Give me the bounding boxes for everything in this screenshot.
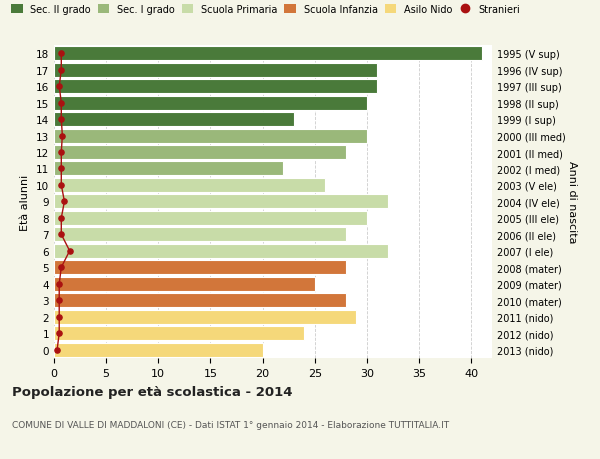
- Point: [58, 133, 67, 140]
- Point: [56, 116, 66, 123]
- Y-axis label: Anni di nascita: Anni di nascita: [567, 161, 577, 243]
- Point: [56, 50, 66, 58]
- Bar: [54, 162, 283, 176]
- Bar: [54, 63, 377, 78]
- Point: [56, 67, 66, 74]
- Y-axis label: Età alunni: Età alunni: [20, 174, 31, 230]
- Bar: [54, 294, 346, 308]
- Bar: [54, 244, 388, 258]
- Point: [55, 313, 64, 321]
- Point: [52, 346, 62, 353]
- Point: [56, 149, 66, 157]
- Point: [59, 198, 69, 206]
- Point: [55, 83, 64, 90]
- Point: [55, 297, 64, 304]
- Bar: [54, 113, 294, 127]
- Bar: [54, 129, 367, 143]
- Bar: [54, 80, 377, 94]
- Point: [56, 264, 66, 271]
- Point: [56, 100, 66, 107]
- Text: Popolazione per età scolastica - 2014: Popolazione per età scolastica - 2014: [12, 385, 293, 398]
- Bar: [54, 326, 304, 341]
- Bar: [54, 228, 346, 242]
- Bar: [54, 146, 346, 160]
- Bar: [54, 310, 356, 324]
- Bar: [54, 343, 263, 357]
- Bar: [54, 261, 346, 274]
- Bar: [54, 277, 315, 291]
- Point: [56, 231, 66, 239]
- Point: [56, 182, 66, 189]
- Bar: [54, 212, 367, 225]
- Point: [56, 215, 66, 222]
- Bar: [54, 179, 325, 192]
- Legend: Sec. II grado, Sec. I grado, Scuola Primaria, Scuola Infanzia, Asilo Nido, Stran: Sec. II grado, Sec. I grado, Scuola Prim…: [11, 5, 520, 15]
- Bar: [54, 195, 388, 209]
- Text: COMUNE DI VALLE DI MADDALONI (CE) - Dati ISTAT 1° gennaio 2014 - Elaborazione TU: COMUNE DI VALLE DI MADDALONI (CE) - Dati…: [12, 420, 449, 429]
- Bar: [54, 47, 482, 61]
- Point: [56, 165, 66, 173]
- Bar: [54, 96, 367, 110]
- Point: [55, 280, 64, 288]
- Point: [55, 330, 64, 337]
- Point: [65, 247, 74, 255]
